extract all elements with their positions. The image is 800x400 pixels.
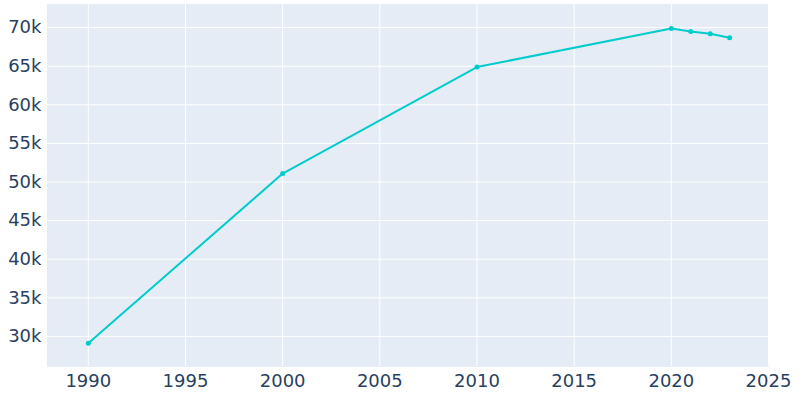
svg-text:30k: 30k [8, 325, 42, 346]
svg-text:2020: 2020 [648, 370, 694, 391]
svg-text:40k: 40k [8, 248, 42, 269]
svg-text:1990: 1990 [65, 370, 111, 391]
svg-text:65k: 65k [8, 55, 42, 76]
svg-text:60k: 60k [8, 94, 42, 115]
svg-text:2015: 2015 [551, 370, 597, 391]
svg-text:2005: 2005 [357, 370, 403, 391]
svg-text:70k: 70k [8, 16, 42, 37]
svg-text:1995: 1995 [163, 370, 209, 391]
svg-text:55k: 55k [8, 132, 42, 153]
svg-text:50k: 50k [8, 171, 42, 192]
svg-text:45k: 45k [8, 209, 42, 230]
svg-text:2000: 2000 [260, 370, 306, 391]
svg-text:2025: 2025 [746, 370, 792, 391]
svg-text:2010: 2010 [454, 370, 500, 391]
svg-text:35k: 35k [8, 287, 42, 308]
